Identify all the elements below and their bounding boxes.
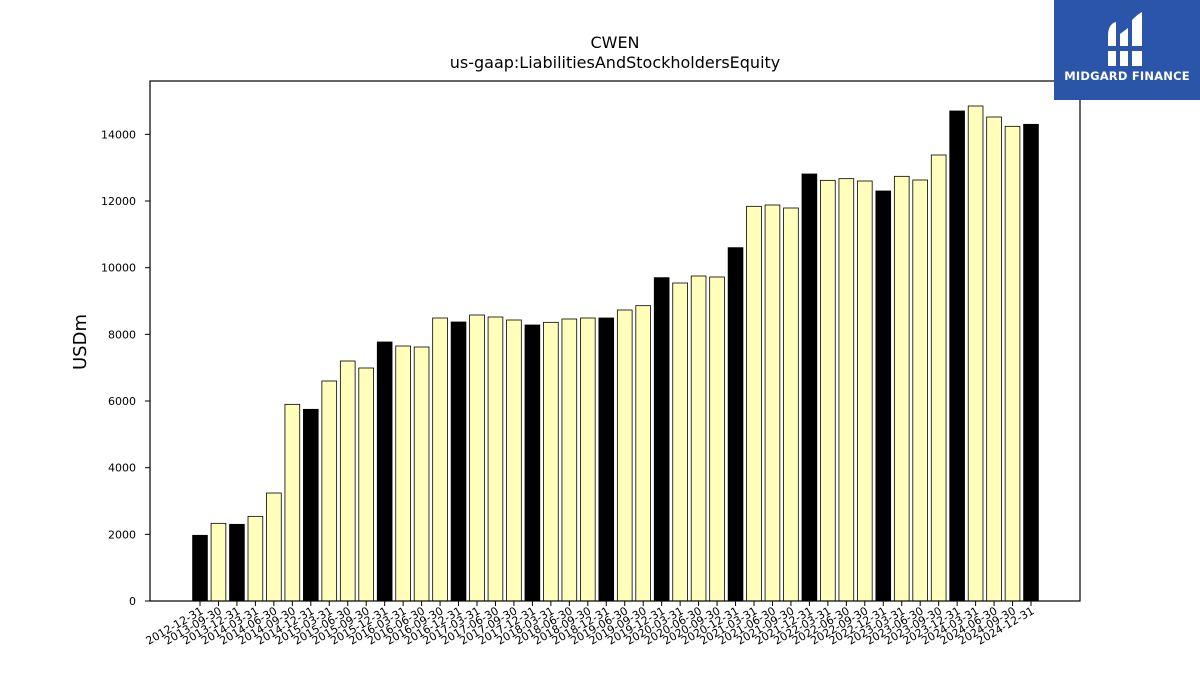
bar	[598, 317, 615, 602]
bar	[561, 318, 578, 602]
bar	[893, 175, 910, 602]
bar	[672, 282, 688, 602]
bar	[376, 341, 393, 602]
bar	[653, 277, 670, 602]
bar	[210, 522, 227, 602]
bar	[930, 154, 947, 602]
bar	[801, 173, 818, 602]
bar	[321, 380, 338, 602]
bar	[635, 305, 651, 602]
bar	[875, 190, 892, 602]
bar	[413, 346, 430, 602]
bar	[857, 180, 873, 602]
bar	[524, 324, 541, 602]
y-axis-label: USDm	[70, 314, 91, 370]
bar	[746, 205, 762, 602]
bar	[1023, 123, 1039, 602]
bar	[1004, 125, 1021, 602]
bar	[616, 309, 633, 602]
bar	[450, 321, 467, 602]
y-tick-label: 8000	[108, 328, 136, 341]
y-tick-label: 10000	[101, 262, 136, 275]
bar	[838, 178, 855, 602]
logo-mark-icon	[1108, 12, 1142, 66]
bar	[764, 204, 781, 602]
bar	[783, 207, 799, 602]
bar	[690, 275, 707, 602]
bar	[727, 247, 744, 602]
bar	[506, 319, 522, 602]
bar	[709, 276, 725, 602]
brand-logo: MIDGARD FINANCE	[1054, 0, 1200, 100]
y-tick-label: 14000	[101, 128, 136, 141]
bar	[949, 110, 965, 602]
bar	[266, 492, 282, 602]
y-tick-label: 4000	[108, 462, 136, 475]
bar	[967, 105, 984, 602]
bar	[192, 534, 208, 602]
y-tick-label: 0	[129, 595, 136, 608]
bar	[339, 360, 356, 602]
y-ticks-group: 0 2000 4000 6000 8000 10000 12000 14000	[101, 128, 150, 608]
bar	[284, 403, 301, 602]
bar	[432, 317, 448, 602]
bar	[358, 367, 374, 602]
logo-text: MIDGARD FINANCE	[1064, 69, 1190, 83]
bars-group	[192, 105, 1039, 602]
x-ticks-group: 2012-12-312013-09-302013-12-312014-03-31…	[144, 601, 1037, 648]
bar	[543, 321, 559, 602]
y-tick-label: 12000	[101, 195, 136, 208]
bar	[469, 314, 485, 602]
y-tick-label: 2000	[108, 528, 136, 541]
y-tick-label: 6000	[108, 395, 136, 408]
plot-frame	[149, 80, 1081, 602]
bar	[912, 179, 928, 602]
chart-subtitle: us-gaap:LiabilitiesAndStockholdersEquity	[450, 53, 781, 72]
bar	[395, 345, 411, 602]
chart-title: CWEN	[590, 33, 639, 52]
bar	[820, 179, 836, 602]
bar	[229, 523, 245, 602]
bar	[487, 316, 504, 602]
bar	[303, 408, 319, 602]
bar	[986, 116, 1002, 602]
bar	[580, 317, 596, 602]
bar	[247, 515, 264, 602]
